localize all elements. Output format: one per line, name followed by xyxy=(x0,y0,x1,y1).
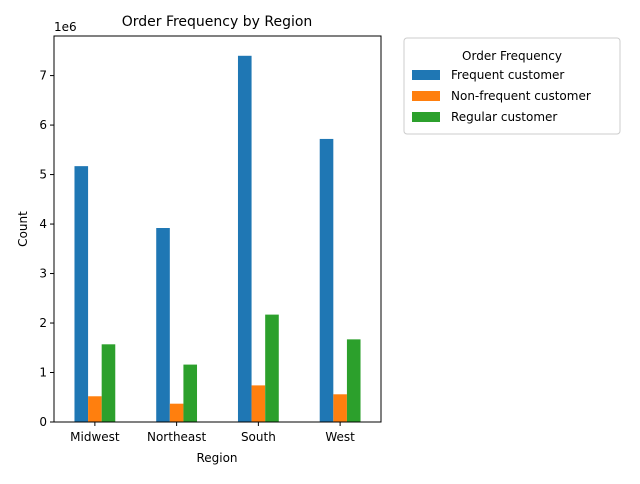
bar-regular-customer-south xyxy=(265,314,279,422)
plot-frame xyxy=(53,35,382,423)
y-tick-label: 0 xyxy=(39,415,47,429)
legend-swatch xyxy=(412,91,440,101)
bar-frequent-customer-northeast xyxy=(156,228,170,422)
y-tick-label: 6 xyxy=(39,118,47,132)
x-tick-label: Midwest xyxy=(70,430,120,444)
legend-frame xyxy=(403,37,621,135)
y-axis-offset-label: 1e6 xyxy=(54,20,77,34)
legend: Order Frequency Frequent customer Non-fre… xyxy=(403,37,621,135)
x-tick-label: West xyxy=(325,430,355,444)
y-tick-label: 3 xyxy=(39,267,47,281)
chart-title: Order Frequency by Region xyxy=(122,14,313,30)
y-axis-label: Count xyxy=(16,211,30,247)
y-tick-label: 4 xyxy=(39,217,47,231)
x-tick-label: South xyxy=(241,430,276,444)
x-axis-label: Region xyxy=(196,451,237,465)
legend-swatch xyxy=(412,70,440,80)
legend-title: Order Frequency xyxy=(462,49,562,63)
legend-items: Frequent customer Non-frequent customer Re… xyxy=(412,68,591,124)
bar-regular-customer-west xyxy=(346,339,361,422)
y-tick-label: 1 xyxy=(39,366,47,380)
bar-frequent-customer-midwest xyxy=(74,166,89,422)
bar-regular-customer-midwest xyxy=(101,344,116,422)
bar-non-frequent-customer-northeast xyxy=(169,403,184,422)
legend-swatch xyxy=(412,112,440,122)
legend-entry-label: Frequent customer xyxy=(451,68,564,82)
bar-non-frequent-customer-midwest xyxy=(88,396,102,422)
bar-regular-customer-northeast xyxy=(183,364,198,422)
y-tick-label: 2 xyxy=(39,316,47,330)
bar-frequent-customer-south xyxy=(237,55,252,422)
bar-frequent-customer-west xyxy=(319,138,334,422)
y-tick-label: 5 xyxy=(39,168,47,182)
bar-non-frequent-customer-west xyxy=(333,394,347,422)
legend-entry-label: Regular customer xyxy=(451,110,557,124)
bar-non-frequent-customer-south xyxy=(251,385,266,422)
legend-entry-label: Non-frequent customer xyxy=(451,89,591,103)
y-tick-label: 7 xyxy=(39,69,47,83)
x-tick-label: Northeast xyxy=(147,430,207,444)
axes-layer: 0 1 2 3 4 5 6 7 Midwest Northeast South West xyxy=(39,35,382,444)
bars-layer xyxy=(74,55,361,422)
